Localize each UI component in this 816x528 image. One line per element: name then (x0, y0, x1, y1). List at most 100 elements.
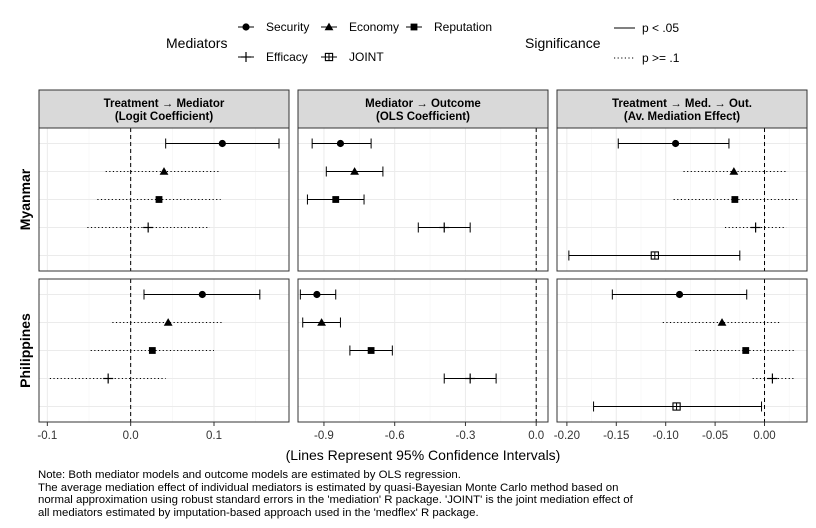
x-axis-2: -0.9 -0.6 -0.3 0.0 (314, 422, 544, 442)
estimate-economy (112, 318, 224, 326)
x-tick-label: 0.0 (528, 430, 544, 442)
panel-myanmar-2 (297, 127, 549, 272)
point-marker (313, 290, 321, 299)
estimate-efficacy (417, 222, 471, 233)
efficacy-legend-marker (241, 52, 251, 62)
point-marker (675, 290, 684, 299)
panel-header-3: Treatment → Med. → Out.(Av. Mediation Ef… (556, 89, 808, 129)
estimate-joint (593, 401, 763, 412)
estimate-economy (302, 317, 341, 328)
x-axis-3: -0.20 -0.15 -0.10 -0.05 0.00 (554, 422, 776, 442)
estimate-efficacy (87, 222, 210, 233)
estimate-economy (105, 167, 221, 175)
estimate-joint (568, 250, 741, 261)
legend-significance-title: Significance (525, 35, 601, 51)
estimate-reputation (97, 196, 221, 203)
point-marker (367, 347, 375, 354)
x-tick-label: -0.1 (37, 430, 57, 442)
security-legend-marker (242, 23, 250, 31)
point-marker (742, 347, 750, 354)
estimate-security (311, 138, 372, 149)
reputation-legend-marker (410, 23, 418, 31)
x-tick-label: -0.15 (603, 430, 629, 442)
joint-legend-marker (324, 52, 334, 62)
point-marker (650, 251, 659, 260)
estimate-reputation (349, 345, 393, 356)
point-marker (332, 196, 340, 203)
point-marker (767, 373, 778, 384)
point-marker (163, 318, 173, 326)
legend: Mediators Security Economy Reputation Effica… (166, 20, 680, 65)
point-marker (336, 139, 345, 148)
estimate-reputation (695, 347, 797, 354)
estimate-economy (325, 166, 384, 177)
panel-header-2: Mediator → Outcome(OLS Coefficient) (297, 89, 549, 129)
panel-title-line1: Mediator → Outcome (365, 98, 481, 110)
estimate-security (617, 138, 730, 149)
legend-label: Reputation (434, 20, 492, 34)
legend-sig-solid: p < .05 (614, 21, 679, 35)
point-marker (317, 318, 326, 326)
estimate-economy (662, 318, 782, 326)
panel-title-line2: (Av. Mediation Effect) (624, 111, 740, 123)
estimate-economy (683, 167, 787, 175)
panel-philippines-1 (38, 278, 290, 423)
x-tick-label: -0.05 (702, 430, 728, 442)
estimate-reputation (306, 194, 365, 205)
row-label-myanmar: Myanmar (17, 168, 33, 230)
point-marker (465, 373, 476, 384)
legend-label: JOINT (349, 50, 384, 64)
point-marker (439, 222, 450, 233)
panel-title-line2: (Logit Coefficient) (115, 111, 214, 123)
panel-myanmar-3 (556, 127, 808, 272)
footnote-line-2: The average mediation effect of individu… (38, 481, 619, 494)
legend-label: p < .05 (642, 21, 679, 35)
panel-grid: Myanmar Philippines Treatment → Mediator(L… (17, 89, 808, 442)
legend-item-joint: JOINT (321, 50, 384, 64)
point-marker (731, 196, 739, 203)
panel-header-1: Treatment → Mediator(Logit Coefficient) (38, 89, 290, 129)
estimate-efficacy (49, 373, 166, 384)
legend-label: p >= .1 (642, 51, 680, 65)
point-marker (672, 402, 681, 411)
legend-label: Economy (349, 20, 399, 34)
x-tick-label: 0.1 (206, 430, 222, 442)
x-tick-label: -0.6 (385, 430, 405, 442)
legend-mediators-title: Mediators (166, 35, 227, 51)
point-marker (750, 222, 761, 233)
estimate-security (611, 289, 748, 300)
legend-item-security: Security (238, 20, 309, 34)
point-marker (159, 167, 169, 175)
point-marker (148, 347, 156, 354)
footnote-line-3: normal approximation using robust standa… (38, 494, 633, 507)
point-marker (103, 373, 114, 384)
panel-philippines-3 (556, 278, 808, 423)
economy-legend-marker (324, 22, 334, 31)
x-tick-label: 0.0 (123, 430, 139, 442)
estimate-reputation (673, 196, 798, 203)
x-axis-title: (Lines Represent 95% Confidence Interval… (286, 447, 561, 463)
estimate-security (165, 138, 280, 149)
panel-philippines-2 (297, 278, 549, 423)
point-marker (350, 167, 360, 175)
row-label-philippines: Philippines (17, 313, 33, 388)
legend-label: Efficacy (266, 50, 308, 64)
estimate-security (143, 289, 261, 300)
panel-title-line2: (OLS Coefficient) (376, 111, 470, 123)
point-marker (198, 290, 206, 299)
point-marker (671, 139, 680, 148)
footnote-line-1: Note: Both mediator models and outcome m… (38, 469, 461, 481)
estimate-efficacy (724, 222, 787, 233)
legend-item-economy: Economy (321, 20, 399, 34)
point-marker (729, 167, 739, 175)
point-marker (155, 196, 163, 203)
panel-title-line1: Treatment → Med. → Out. (612, 98, 752, 110)
estimate-reputation (90, 347, 214, 354)
estimate-efficacy (752, 373, 796, 384)
footnote-line-4: all mediators estimated by imputation-ba… (38, 506, 479, 519)
panel-title-line1: Treatment → Mediator (104, 98, 225, 110)
point-marker (218, 139, 226, 148)
point-marker (143, 222, 154, 233)
point-marker (717, 318, 727, 326)
estimate-efficacy (443, 373, 497, 384)
